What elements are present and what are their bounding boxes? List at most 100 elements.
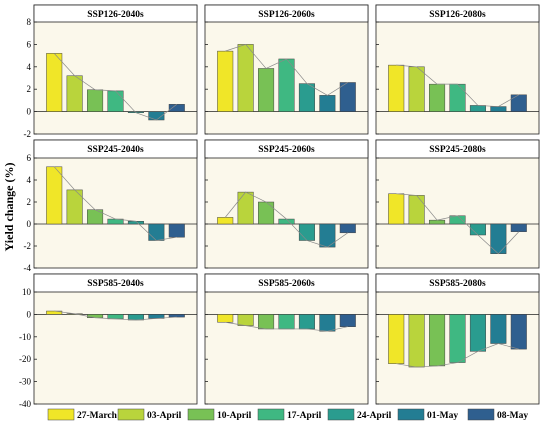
bar-08-may <box>339 82 356 112</box>
bar-10-april <box>429 219 446 225</box>
bar-08-may <box>510 223 527 232</box>
legend-item-24-april: 24-April <box>327 408 392 421</box>
bar-27-march <box>217 217 234 225</box>
bar-17-april <box>107 90 124 112</box>
y-tick-label: 4 <box>27 62 32 72</box>
panel-title: SSP126-2080s <box>429 10 486 20</box>
legend-swatch <box>117 408 145 421</box>
panel-header <box>375 139 540 159</box>
panel-title: SSP585-2040s <box>87 279 144 289</box>
y-tick-label: 4 <box>27 175 32 185</box>
bar-03-april <box>237 44 254 112</box>
trend-line <box>225 321 348 332</box>
bar-10-april <box>87 89 104 112</box>
legend-swatch <box>397 408 425 421</box>
bar-17-april <box>107 314 124 320</box>
y-tick-label: 8 <box>27 17 32 27</box>
panel-title: SSP245-2040s <box>87 145 144 155</box>
legend-swatch <box>47 408 75 421</box>
trend-line <box>396 64 519 107</box>
bar-01-may <box>319 95 336 112</box>
y-axis-label: Yield change (%) <box>2 163 16 252</box>
panel-ssp585-2080s: SSP585-2080s <box>375 273 540 405</box>
legend-swatch <box>257 408 285 421</box>
bar-27-march <box>46 310 63 315</box>
legend-item-03-april: 03-April <box>117 408 182 421</box>
y-tick-label: 0 <box>27 107 32 117</box>
bar-03-april <box>237 191 254 225</box>
y-tick-label: -20 <box>19 354 31 364</box>
bar-27-march <box>46 166 63 225</box>
panel-ssp585-2060s: SSP585-2060s <box>204 273 369 405</box>
bar-08-may <box>339 223 356 234</box>
y-tick-label: -40 <box>19 399 31 409</box>
bar-27-march <box>388 64 405 112</box>
y-tick-label: 0 <box>27 309 32 319</box>
y-tick-label: 10 <box>22 287 32 297</box>
y-tick-label: 6 <box>27 39 32 49</box>
bar-03-april <box>408 66 425 112</box>
trend-line <box>225 43 348 96</box>
panel-title: SSP245-2060s <box>258 145 315 155</box>
panel-header <box>204 4 369 23</box>
panel-ssp126-2040s: SSP126-2040s -2 0 2 4 6 8 <box>24 4 198 139</box>
panel-title: SSP126-2040s <box>87 10 144 20</box>
bar-27-march <box>217 50 234 112</box>
panel-title: SSP585-2080s <box>429 279 486 289</box>
legend-label: 10-April <box>217 411 252 421</box>
bar-08-may <box>510 94 527 112</box>
panel-ssp245-2060s: SSP245-2060s <box>204 139 369 269</box>
bar-01-may <box>490 223 507 254</box>
legend-label: 01-May <box>427 411 458 421</box>
panel-title: SSP126-2060s <box>258 10 315 20</box>
legend-item-01-may: 01-May <box>397 408 458 421</box>
bar-27-march <box>46 53 63 112</box>
bar-01-may <box>319 314 336 332</box>
legend-swatch <box>187 408 215 421</box>
panel-frame <box>204 139 369 269</box>
y-tick-label: -2 <box>24 241 32 251</box>
bar-03-april <box>66 75 83 112</box>
bar-01-may <box>490 314 507 344</box>
y-tick-label: -30 <box>19 377 31 387</box>
panel-ssp126-2080s: SSP126-2080s <box>375 4 540 135</box>
bar-10-april <box>429 83 446 112</box>
bar-17-april <box>449 83 466 112</box>
bar-17-april <box>449 314 466 363</box>
panel-frame <box>33 273 198 405</box>
bar-10-april <box>258 201 275 225</box>
legend-item-08-may: 08-May <box>467 408 528 421</box>
legend-item-27-march: 27-March <box>47 408 118 421</box>
legend-label: 17-April <box>287 411 322 421</box>
bar-10-april <box>87 314 104 319</box>
bar-01-may <box>148 223 165 241</box>
y-tick-label: 2 <box>27 197 32 207</box>
legend-item-17-april: 17-April <box>257 408 322 421</box>
legend-item-10-april: 10-April <box>187 408 252 421</box>
bar-03-april <box>237 314 254 326</box>
y-tick-label: -10 <box>19 332 31 342</box>
panel-ssp126-2060s: SSP126-2060s <box>204 4 369 135</box>
trend-line <box>224 191 348 248</box>
bar-10-april <box>429 314 446 367</box>
bar-01-may <box>490 106 507 112</box>
panel-header <box>33 273 198 293</box>
panel-title: SSP245-2080s <box>429 145 486 155</box>
trend-line <box>396 343 519 368</box>
bar-08-may <box>510 314 527 350</box>
bar-08-may <box>168 314 185 318</box>
trend-line <box>396 193 520 255</box>
bar-24-april <box>469 314 486 352</box>
panel-header <box>375 273 540 293</box>
panel-header <box>204 273 369 293</box>
panel-ssp585-2040s: SSP585-2040s -40 -30 -20 -10 0 10 <box>19 273 198 409</box>
panel-frame <box>204 273 369 405</box>
panel-header <box>33 139 198 159</box>
panel-header <box>33 4 198 23</box>
bar-03-april <box>408 314 425 368</box>
panel-header <box>204 139 369 159</box>
bar-08-may <box>168 104 185 112</box>
bar-10-april <box>258 68 275 112</box>
